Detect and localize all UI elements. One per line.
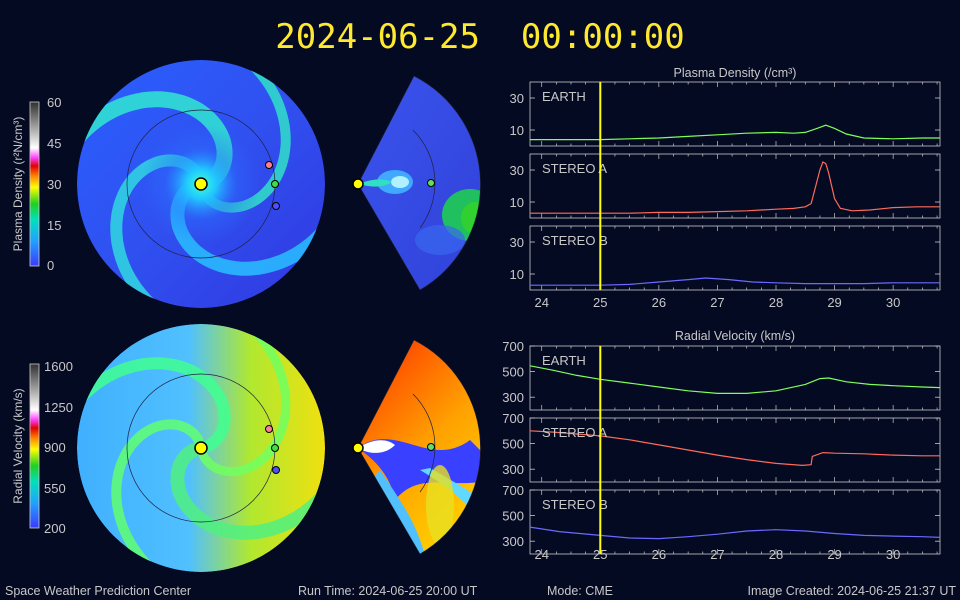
- time-series-charts: Plasma Density (/cm³) 10 30 EARTH 10 30 STEREO…: [502, 66, 941, 562]
- y-tick-label: 700: [502, 483, 524, 498]
- y-tick-label: 500: [502, 437, 524, 452]
- x-tick-label: 25: [593, 295, 607, 310]
- y-tick-label: 10: [510, 123, 524, 138]
- panel-1-stereo-a: 300 500 700 STEREO A: [502, 411, 941, 483]
- y-tick-label: 700: [502, 339, 524, 354]
- y-tick-label: 700: [502, 411, 524, 426]
- y-tick-label: 300: [502, 534, 524, 549]
- density-stereo-b-marker: [272, 202, 280, 210]
- density-tick-60: 60: [47, 95, 61, 110]
- footer-image-created: Image Created: 2024-06-25 21:37 UT: [748, 584, 957, 598]
- series-line-stereo-b: [530, 277, 940, 286]
- velocity-tick-900: 900: [44, 440, 66, 455]
- series-line-stereo-b: [529, 526, 941, 540]
- x-tick-label: 25: [593, 547, 607, 562]
- x-tick-label: 29: [827, 547, 841, 562]
- velocity-stereo-b-marker: [272, 466, 280, 474]
- footer-organization: Space Weather Prediction Center: [5, 584, 191, 598]
- panel-label: STEREO B: [542, 233, 608, 248]
- x-tick-label: 24: [534, 295, 548, 310]
- footer-run-time: Run Time: 2024-06-25 20:00 UT: [298, 584, 478, 598]
- density-wedge-sun-marker: [352, 178, 364, 190]
- x-tick-label: 28: [769, 295, 783, 310]
- panel-label: STEREO A: [542, 161, 607, 176]
- panel-0-earth: 10 30 EARTH: [510, 81, 941, 147]
- y-tick-label: 500: [502, 509, 524, 524]
- velocity-colorbar-label: Radial Velocity (km/s): [11, 388, 25, 503]
- panel-label: STEREO A: [542, 425, 607, 440]
- y-tick-label: 500: [502, 365, 524, 380]
- velocity-colorbar: 1600 1250 900 550 200 Radial Velocity (k…: [11, 359, 73, 536]
- density-tick-30: 30: [47, 177, 61, 192]
- velocity-wedge-earth-marker: [427, 443, 435, 451]
- velocity-meridional-map: [358, 340, 481, 554]
- series-line-stereo-a: [530, 161, 940, 214]
- density-meridional-map: [358, 76, 481, 290]
- density-tick-45: 45: [47, 136, 61, 151]
- panel-0-stereo-b: 10 30 STEREO B: [510, 225, 941, 291]
- velocity-tick-550: 550: [44, 481, 66, 496]
- velocity-stereo-a-marker: [265, 425, 273, 433]
- velocity-wedge-sun-marker: [352, 442, 364, 454]
- density-tick-15: 15: [47, 218, 61, 233]
- density-earth-marker: [271, 180, 279, 188]
- y-tick-label: 30: [510, 91, 524, 106]
- y-tick-label: 300: [502, 462, 524, 477]
- series-line-earth: [530, 124, 940, 141]
- panel-label: STEREO B: [542, 497, 608, 512]
- x-tick-label: 27: [710, 295, 724, 310]
- panel-label: EARTH: [542, 353, 586, 368]
- velocity-tick-200: 200: [44, 521, 66, 536]
- velocity-tick-1250: 1250: [44, 400, 73, 415]
- x-tick-label: 27: [710, 547, 724, 562]
- panel-1-earth: 300 500 700 EARTH: [502, 339, 941, 411]
- x-tick-label: 30: [886, 295, 900, 310]
- chart-title-0: Plasma Density (/cm³): [674, 66, 797, 80]
- density-stereo-a-marker: [265, 161, 273, 169]
- density-wedge-earth-marker: [427, 179, 435, 187]
- chart-title-1: Radial Velocity (km/s): [675, 329, 795, 343]
- panel-1-stereo-b: 300 500 700 STEREO B: [502, 483, 941, 555]
- x-tick-label: 26: [652, 295, 666, 310]
- y-tick-label: 30: [510, 235, 524, 250]
- x-tick-label: 29: [827, 295, 841, 310]
- y-tick-label: 10: [510, 195, 524, 210]
- density-colorbar-label: Plasma Density (r²N/cm³): [11, 117, 25, 252]
- x-tick-label: 26: [652, 547, 666, 562]
- x-tick-label: 28: [769, 547, 783, 562]
- density-colorbar: 60 45 30 15 0 Plasma Density (r²N/cm³): [11, 95, 61, 273]
- panel-0-stereo-a: 10 30 STEREO A: [510, 153, 941, 219]
- density-tick-0: 0: [47, 258, 54, 273]
- velocity-sun-marker: [194, 441, 208, 455]
- series-line-earth: [529, 365, 941, 394]
- velocity-earth-marker: [271, 444, 279, 452]
- footer-mode: Mode: CME: [547, 584, 613, 598]
- y-tick-label: 10: [510, 267, 524, 282]
- density-sun-marker: [194, 177, 208, 191]
- timestamp-title: 2024-06-25 00:00:00: [275, 17, 684, 57]
- panel-label: EARTH: [542, 89, 586, 104]
- x-tick-label: 24: [534, 547, 548, 562]
- y-tick-label: 300: [502, 390, 524, 405]
- velocity-tick-1600: 1600: [44, 359, 73, 374]
- x-tick-label: 30: [886, 547, 900, 562]
- y-tick-label: 30: [510, 163, 524, 178]
